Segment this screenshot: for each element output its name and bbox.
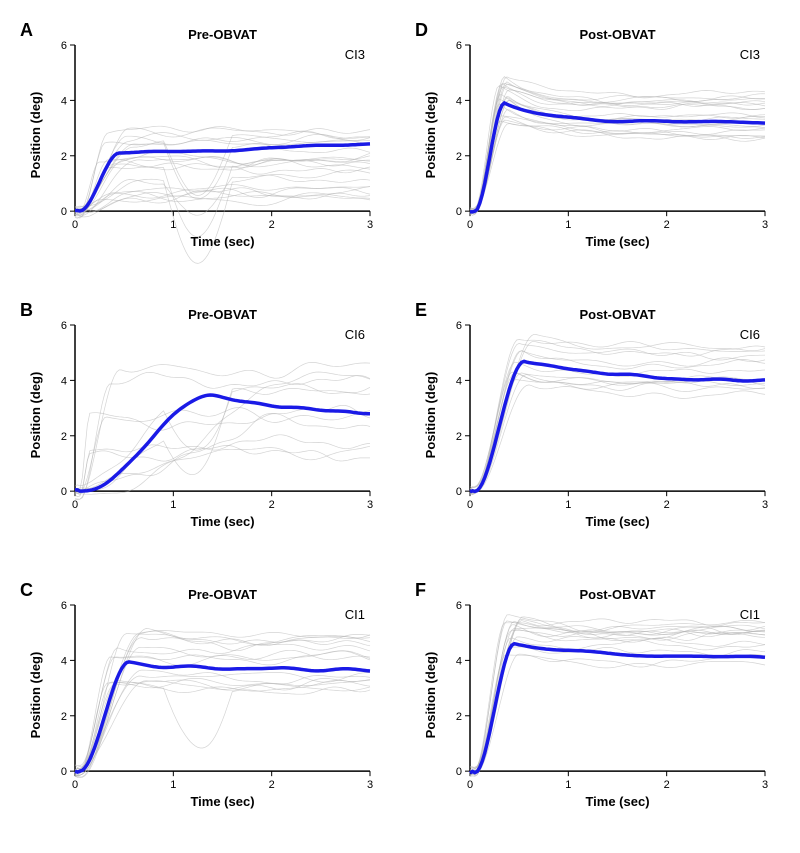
- condition-label: CI3: [345, 47, 365, 62]
- chart-F: 0 2 4 6 0 1 2 3 Time (sec) Position (deg) Post-OBV…: [415, 580, 780, 830]
- grey-traces: [75, 628, 370, 777]
- grey-traces: [75, 362, 370, 499]
- svg-text:2: 2: [664, 779, 670, 791]
- svg-text:3: 3: [762, 219, 768, 231]
- chart-D: 0 2 4 6 0 1 2 3 Time (sec) Position (deg) Post-OBV…: [415, 20, 780, 270]
- svg-text:1: 1: [565, 779, 571, 791]
- panel-letter: A: [20, 20, 33, 41]
- svg-text:3: 3: [367, 499, 373, 511]
- svg-text:2: 2: [456, 151, 462, 163]
- svg-text:2: 2: [456, 711, 462, 723]
- svg-text:2: 2: [664, 219, 670, 231]
- svg-text:3: 3: [762, 499, 768, 511]
- chart-E: 0 2 4 6 0 1 2 3 Time (sec) Position (deg) Post-OBV…: [415, 300, 780, 550]
- condition-label: CI3: [740, 47, 760, 62]
- svg-text:4: 4: [61, 655, 67, 667]
- figure-grid: A 0 2 4 6 0 1 2 3 Time (sec) Position (deg) Pre-OBV…: [20, 20, 780, 830]
- svg-text:3: 3: [762, 779, 768, 791]
- svg-text:6: 6: [456, 320, 462, 332]
- panel-letter: C: [20, 580, 33, 601]
- svg-text:3: 3: [367, 779, 373, 791]
- svg-text:6: 6: [61, 320, 67, 332]
- panel-title: Pre-OBVAT: [188, 587, 257, 602]
- y-axis-label: Position (deg): [28, 652, 43, 739]
- x-axis-label: Time (sec): [190, 794, 254, 809]
- svg-text:2: 2: [61, 711, 67, 723]
- y-axis-label: Position (deg): [28, 92, 43, 179]
- svg-text:0: 0: [456, 486, 462, 498]
- panel-letter: D: [415, 20, 428, 41]
- x-axis-label: Time (sec): [190, 514, 254, 529]
- svg-text:0: 0: [61, 206, 67, 218]
- condition-label: CI1: [740, 607, 760, 622]
- panel-B: B 0 2 4 6 0 1 2 3 Time (sec) Position (deg) Pre-OBV…: [20, 300, 385, 550]
- condition-label: CI6: [345, 327, 365, 342]
- svg-text:0: 0: [467, 779, 473, 791]
- svg-text:0: 0: [467, 219, 473, 231]
- x-axis-label: Time (sec): [585, 514, 649, 529]
- grey-traces: [470, 334, 765, 494]
- chart-B: 0 2 4 6 0 1 2 3 Time (sec) Position (deg) Pre-OBVA…: [20, 300, 385, 550]
- svg-text:0: 0: [72, 219, 78, 231]
- svg-text:3: 3: [367, 219, 373, 231]
- svg-text:0: 0: [61, 486, 67, 498]
- grey-traces: [470, 615, 765, 777]
- condition-label: CI1: [345, 607, 365, 622]
- svg-text:4: 4: [456, 375, 462, 387]
- svg-text:4: 4: [456, 95, 462, 107]
- svg-text:1: 1: [565, 219, 571, 231]
- panel-title: Post-OBVAT: [579, 307, 655, 322]
- svg-text:2: 2: [269, 499, 275, 511]
- panel-A: A02460123Time (sec)Position (deg)Pre-OBV…: [20, 20, 385, 270]
- svg-text:1: 1: [565, 499, 571, 511]
- svg-text:2: 2: [61, 151, 67, 163]
- panel-F: F 0 2 4 6 0 1 2 3 Time (sec) Position (deg) Post-OB…: [415, 580, 780, 830]
- panel-E: E 0 2 4 6 0 1 2 3 Time (sec) Position (deg) Post-OB…: [415, 300, 780, 550]
- condition-label: CI6: [740, 327, 760, 342]
- svg-text:0: 0: [467, 499, 473, 511]
- svg-text:6: 6: [456, 40, 462, 52]
- svg-text:1: 1: [170, 499, 176, 511]
- svg-text:4: 4: [456, 655, 462, 667]
- y-axis-label: Position (deg): [423, 92, 438, 179]
- svg-text:0: 0: [61, 766, 67, 778]
- svg-text:2: 2: [456, 431, 462, 443]
- x-axis-label: Time (sec): [585, 794, 649, 809]
- svg-text:0: 0: [72, 779, 78, 791]
- panel-letter: E: [415, 300, 427, 321]
- panel-title: Post-OBVAT: [579, 27, 655, 42]
- chart-A: 02460123Time (sec)Position (deg)Pre-OBVA…: [20, 20, 385, 270]
- y-axis-label: Position (deg): [423, 372, 438, 459]
- svg-text:6: 6: [456, 600, 462, 612]
- y-axis-label: Position (deg): [423, 652, 438, 739]
- panel-C: C 0 2 4 6 0 1 2 3 Time (sec) Position (deg) Pre-OBV…: [20, 580, 385, 830]
- x-axis-label: Time (sec): [190, 234, 254, 249]
- panel-letter: B: [20, 300, 33, 321]
- svg-text:2: 2: [269, 219, 275, 231]
- x-axis-label: Time (sec): [585, 234, 649, 249]
- mean-trace: [470, 644, 765, 773]
- panel-title: Pre-OBVAT: [188, 307, 257, 322]
- grey-traces: [470, 77, 765, 216]
- panel-letter: F: [415, 580, 426, 601]
- svg-text:2: 2: [269, 779, 275, 791]
- svg-text:4: 4: [61, 95, 67, 107]
- svg-text:0: 0: [456, 766, 462, 778]
- svg-text:6: 6: [61, 600, 67, 612]
- svg-text:2: 2: [664, 499, 670, 511]
- panel-D: D 0 2 4 6 0 1 2 3 Time (sec) Position (deg) Post-OB…: [415, 20, 780, 270]
- svg-text:0: 0: [72, 499, 78, 511]
- svg-text:1: 1: [170, 779, 176, 791]
- svg-text:6: 6: [61, 40, 67, 52]
- panel-title: Pre-OBVAT: [188, 27, 257, 42]
- panel-title: Post-OBVAT: [579, 587, 655, 602]
- y-axis-label: Position (deg): [28, 372, 43, 459]
- chart-C: 0 2 4 6 0 1 2 3 Time (sec) Position (deg) Pre-OBVA…: [20, 580, 385, 830]
- svg-text:2: 2: [61, 431, 67, 443]
- svg-text:0: 0: [456, 206, 462, 218]
- svg-text:4: 4: [61, 375, 67, 387]
